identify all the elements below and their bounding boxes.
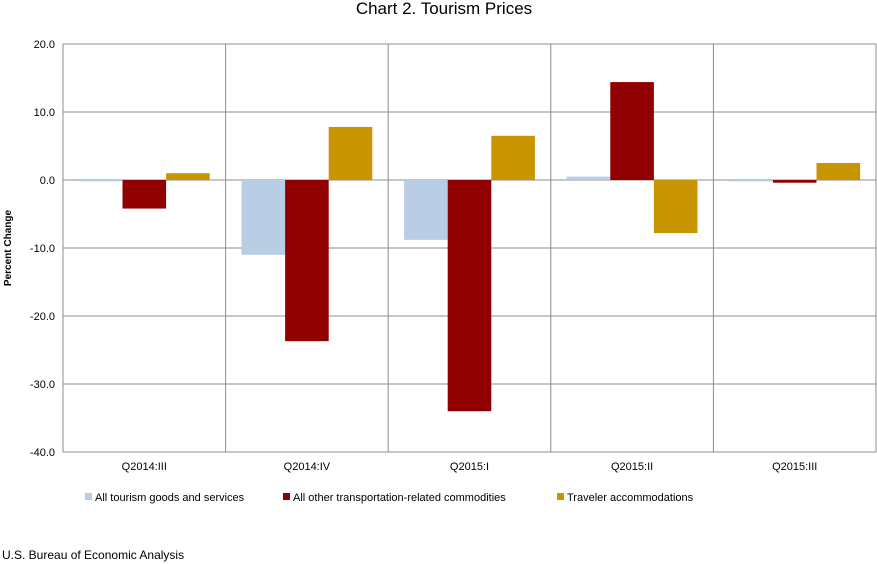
bar bbox=[566, 176, 611, 180]
bar bbox=[122, 180, 167, 209]
legend-label: All tourism goods and services bbox=[95, 492, 245, 504]
legend-swatch bbox=[283, 493, 290, 500]
y-tick-label: -10.0 bbox=[30, 243, 55, 255]
bar bbox=[78, 180, 123, 182]
bar bbox=[653, 180, 698, 234]
bar bbox=[285, 180, 329, 342]
x-tick-label: Q2014:III bbox=[122, 461, 167, 473]
legend-label: All other transportation-related commodi… bbox=[293, 492, 506, 504]
bar bbox=[816, 163, 861, 180]
bar bbox=[772, 180, 817, 183]
legend-swatch bbox=[557, 493, 564, 500]
y-tick-label: -20.0 bbox=[30, 311, 55, 323]
bar bbox=[447, 180, 492, 412]
y-tick-label: 10.0 bbox=[34, 107, 55, 119]
bar bbox=[328, 126, 373, 180]
legend-swatch bbox=[85, 493, 92, 500]
x-tick-label: Q2015:III bbox=[772, 461, 817, 473]
y-tick-label: -30.0 bbox=[30, 379, 55, 391]
bar bbox=[729, 180, 773, 182]
bar bbox=[241, 180, 286, 255]
x-tick-label: Q2014:IV bbox=[284, 461, 331, 473]
y-axis-label: Percent Change bbox=[3, 209, 14, 286]
chart: Chart 2. Tourism Prices 20.0 10.0 0.0 -10.0… bbox=[3, 0, 877, 504]
bar bbox=[610, 82, 654, 180]
y-tick-label: -40.0 bbox=[30, 447, 55, 459]
y-tick-label: 0.0 bbox=[40, 175, 55, 187]
y-tick-label: 20.0 bbox=[34, 39, 55, 51]
chart-title: Chart 2. Tourism Prices bbox=[356, 0, 532, 18]
x-tick-label: Q2015:II bbox=[611, 461, 653, 473]
bar bbox=[491, 135, 535, 180]
x-tick-label: Q2015:I bbox=[450, 461, 489, 473]
source-note: U.S. Bureau of Economic Analysis bbox=[2, 548, 185, 562]
bar bbox=[404, 180, 448, 240]
bar bbox=[166, 173, 210, 180]
legend-label: Traveler accommodations bbox=[567, 492, 694, 504]
